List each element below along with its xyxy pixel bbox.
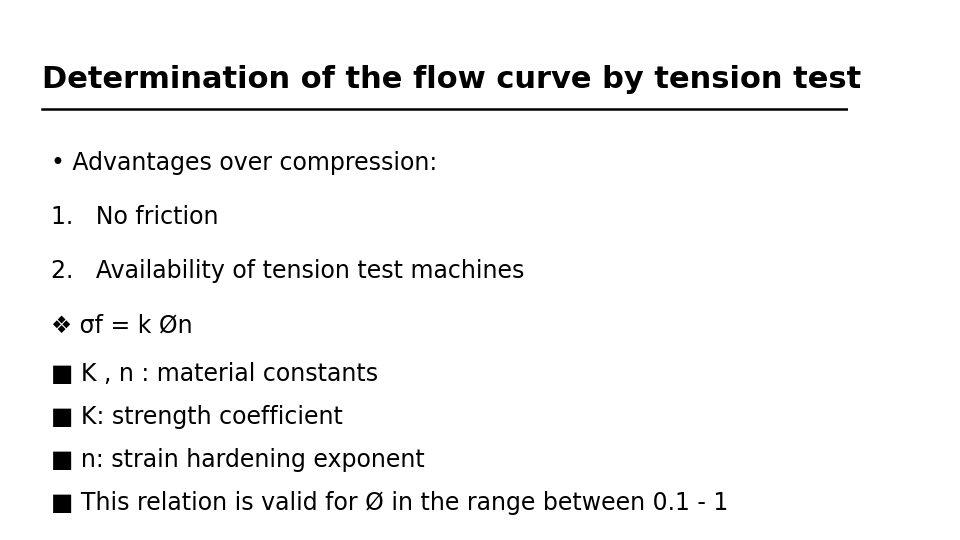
Text: ■ This relation is valid for Ø in the range between 0.1 - 1: ■ This relation is valid for Ø in the ra… (51, 491, 728, 515)
Text: ■ K: strength coefficient: ■ K: strength coefficient (51, 405, 343, 429)
Text: 1.   No friction: 1. No friction (51, 205, 218, 229)
Text: • Advantages over compression:: • Advantages over compression: (51, 151, 437, 175)
Text: ❖ σf = k Øn: ❖ σf = k Øn (51, 313, 192, 337)
Text: ■ K , n : material constants: ■ K , n : material constants (51, 362, 378, 386)
Text: Determination of the flow curve by tension test: Determination of the flow curve by tensi… (42, 65, 862, 94)
Text: ■ n: strain hardening exponent: ■ n: strain hardening exponent (51, 448, 424, 472)
Text: 2.   Availability of tension test machines: 2. Availability of tension test machines (51, 259, 524, 283)
